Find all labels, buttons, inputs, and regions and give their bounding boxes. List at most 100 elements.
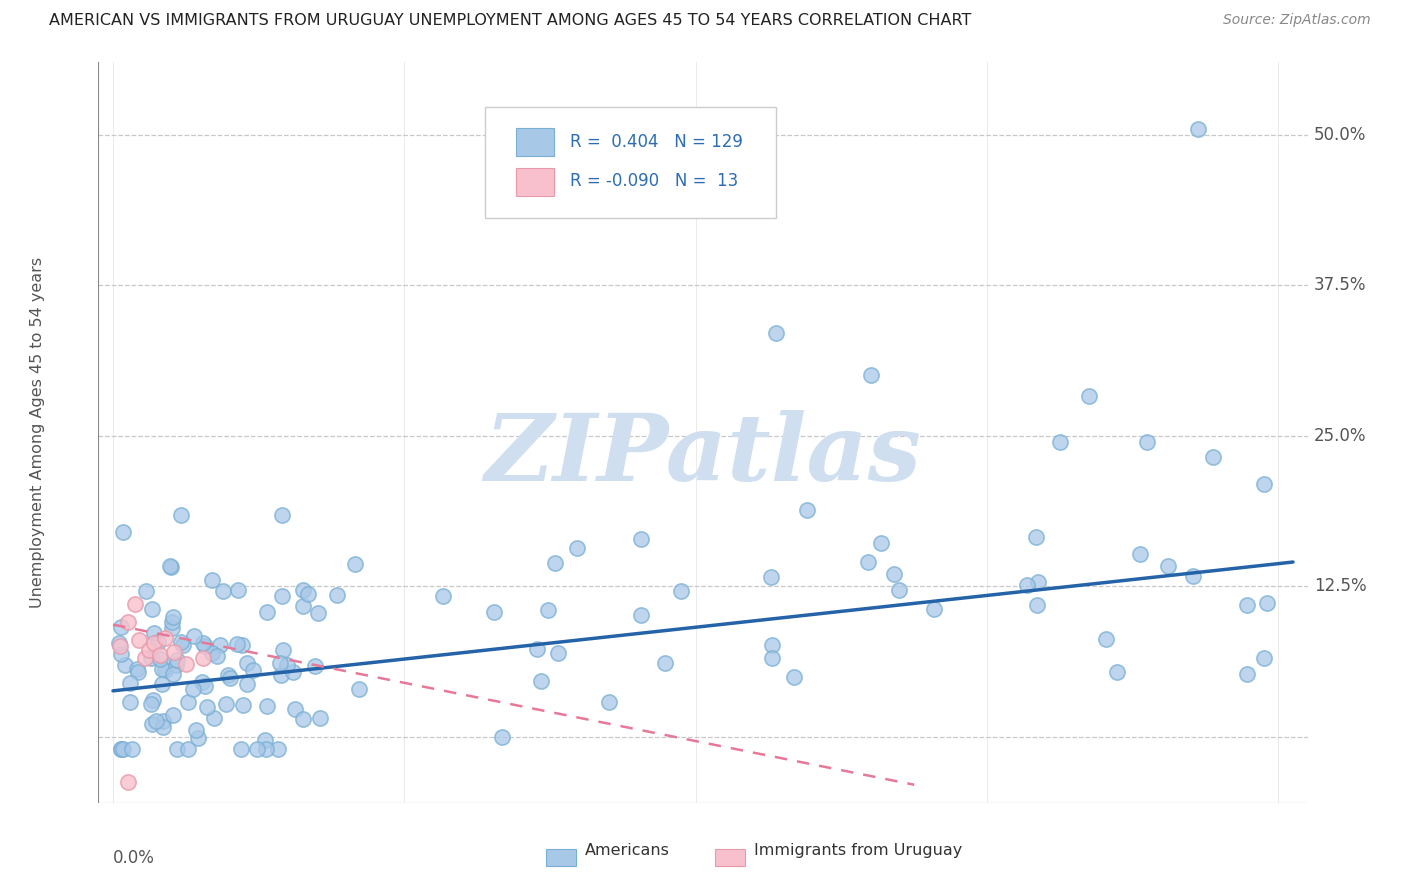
Point (150, 677, 173, 691)
Point (191, 636, 214, 650)
Text: 37.5%: 37.5% (1313, 277, 1367, 294)
Point (110, 648, 132, 662)
Point (270, 589, 292, 603)
Point (149, 652, 172, 666)
Point (297, 586, 319, 600)
Point (1078, 389, 1101, 403)
Point (232, 698, 254, 713)
Point (177, 695, 200, 709)
Point (343, 557, 366, 571)
Point (141, 697, 163, 711)
Point (231, 638, 253, 652)
Text: Immigrants from Uruguay: Immigrants from Uruguay (754, 843, 962, 858)
Point (630, 607, 652, 622)
Point (191, 674, 214, 689)
Point (174, 657, 197, 672)
Point (283, 665, 305, 680)
Point (152, 720, 174, 734)
Point (172, 638, 194, 652)
Point (1107, 665, 1129, 679)
Point (162, 667, 184, 681)
Point (152, 714, 174, 728)
Point (761, 651, 783, 665)
Point (165, 657, 187, 672)
Point (537, 603, 560, 617)
Point (117, 615, 139, 630)
Point (267, 741, 290, 756)
Point (858, 555, 880, 569)
Point (759, 570, 782, 584)
Point (1253, 651, 1275, 665)
Point (530, 673, 553, 688)
Point (125, 662, 148, 676)
Point (1129, 547, 1152, 561)
Point (271, 642, 294, 657)
Point (112, 524, 135, 539)
Point (159, 559, 181, 574)
Point (195, 699, 218, 714)
Point (202, 711, 225, 725)
Text: ZIPatlas: ZIPatlas (485, 409, 921, 500)
Point (120, 676, 142, 690)
Point (193, 651, 215, 665)
Point (205, 648, 228, 663)
Point (146, 635, 169, 649)
Text: 12.5%: 12.5% (1313, 577, 1367, 595)
Point (120, 695, 142, 709)
Point (212, 584, 235, 599)
FancyBboxPatch shape (546, 849, 576, 866)
Point (186, 731, 208, 745)
Text: 50.0%: 50.0% (1313, 126, 1367, 144)
Point (110, 741, 132, 756)
Point (110, 741, 132, 756)
Point (141, 717, 163, 731)
Point (215, 697, 238, 711)
Text: Unemployment Among Ages 45 to 54 years: Unemployment Among Ages 45 to 54 years (31, 257, 45, 608)
Point (547, 646, 569, 660)
Point (201, 574, 224, 588)
Point (1157, 558, 1180, 573)
Point (114, 657, 136, 672)
Point (598, 695, 620, 709)
Point (162, 708, 184, 723)
Point (121, 741, 143, 756)
Point (1236, 667, 1258, 681)
Point (796, 503, 818, 517)
Point (765, 326, 787, 341)
Point (170, 635, 193, 649)
Point (1136, 434, 1159, 449)
Point (291, 712, 314, 726)
Point (630, 533, 652, 547)
Point (111, 741, 134, 756)
Point (142, 693, 165, 707)
Point (309, 711, 332, 725)
Point (236, 677, 259, 691)
Point (183, 681, 205, 696)
Point (254, 741, 277, 756)
Point (150, 662, 173, 676)
Point (162, 610, 184, 624)
Point (163, 645, 186, 659)
Point (1187, 121, 1209, 136)
Point (229, 741, 252, 756)
Point (201, 646, 224, 660)
Point (669, 583, 692, 598)
Point (276, 658, 298, 673)
Point (110, 620, 132, 634)
Point (307, 606, 329, 620)
Point (292, 583, 315, 598)
Point (217, 668, 239, 682)
Point (292, 599, 315, 614)
Point (347, 681, 370, 696)
Point (304, 658, 326, 673)
Point (226, 583, 249, 598)
Point (246, 741, 269, 756)
FancyBboxPatch shape (516, 128, 554, 156)
Point (142, 636, 165, 650)
Point (143, 625, 166, 640)
Point (166, 741, 188, 756)
Point (887, 582, 910, 597)
Point (177, 741, 200, 756)
Point (761, 638, 783, 652)
FancyBboxPatch shape (485, 107, 776, 218)
